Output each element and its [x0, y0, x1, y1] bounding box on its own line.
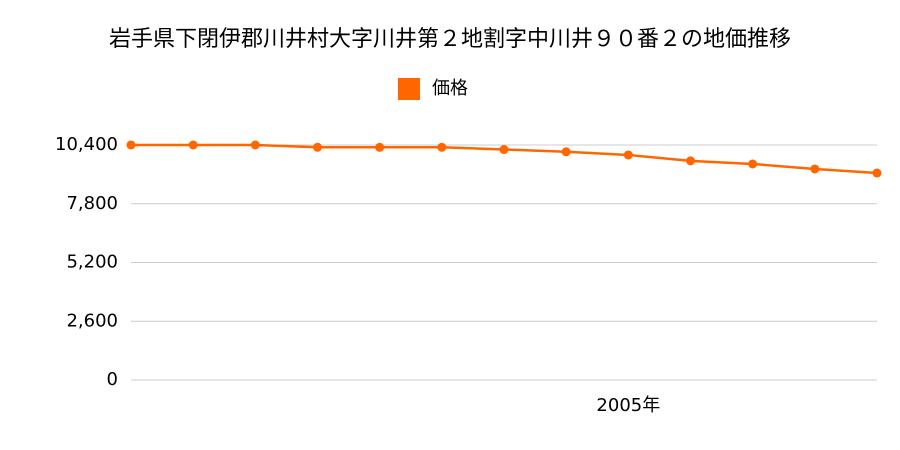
marker [561, 147, 571, 157]
y-tick-label: 5,200 [66, 252, 118, 273]
marker [623, 150, 633, 160]
marker [810, 164, 820, 174]
marker [499, 145, 509, 155]
marker [437, 142, 447, 152]
y-tick-label: 0 [107, 369, 118, 390]
y-tick-label: 10,400 [55, 134, 118, 155]
marker [375, 142, 385, 152]
y-tick-label: 7,800 [66, 193, 118, 214]
x-tick-label: 2005年 [596, 395, 660, 416]
legend-swatch [398, 78, 420, 100]
marker [250, 140, 260, 150]
marker [686, 156, 695, 166]
marker [126, 140, 136, 150]
marker [748, 159, 758, 169]
y-tick-label: 2,600 [66, 310, 118, 331]
marker [188, 140, 198, 150]
chart-title: 岩手県下閉伊郡川井村大字川井第２地割字中川井９０番２の地価推移 [109, 27, 791, 52]
marker [313, 142, 322, 152]
marker [872, 168, 882, 178]
legend-label: 価格 [432, 78, 468, 99]
